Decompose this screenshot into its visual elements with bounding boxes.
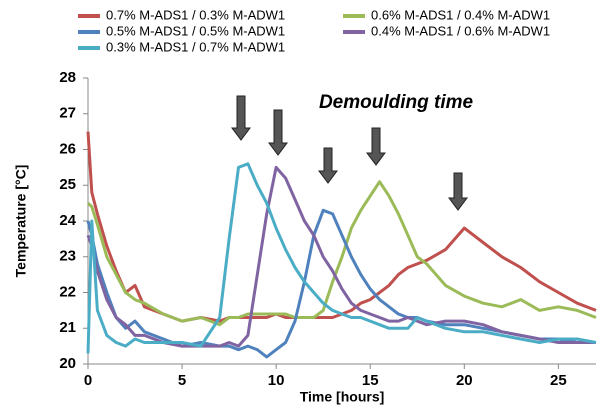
data-line [86,180,597,327]
x-tick-label: 0 [84,372,92,389]
x-tick-label: 25 [550,372,567,389]
x-tick-label: 20 [456,372,473,389]
arrow [231,95,251,141]
arrow [366,127,386,166]
y-tick-label: 22 [59,283,76,300]
y-tick-label: 28 [59,69,76,86]
y-tick-label: 23 [59,248,76,265]
y-axis-label: Temperature [°C] [13,165,29,278]
arrows [231,95,468,211]
y-tick-label: 25 [59,176,76,193]
arrow [268,109,288,156]
y-tick-label: 26 [59,140,76,157]
x-tick-label: 15 [362,372,379,389]
y-tick-label: 24 [59,212,76,229]
legend-label: 0.5% M-ADS1 / 0.5% M-ADW1 [106,23,285,38]
annotation: Demoulding time [319,92,474,113]
x-axis-label: Time [hours] [300,389,385,405]
legend-label: 0.3% M-ADS1 / 0.7% M-ADW1 [106,39,285,54]
data-line [86,131,597,323]
y-tick-label: 20 [59,355,76,372]
x-tick-label: 10 [268,372,285,389]
legend-label: 0.6% M-ADS1 / 0.4% M-ADW1 [371,7,550,22]
legend-label: 0.4% M-ADS1 / 0.6% M-ADW1 [371,23,550,38]
legend-label: 0.7% M-ADS1 / 0.3% M-ADW1 [106,7,285,22]
x-tick-label: 5 [178,372,186,389]
y-tick-label: 27 [59,105,76,122]
arrow [448,172,468,211]
y-tick-label: 21 [59,319,76,336]
data-line [86,162,597,354]
arrow [318,147,338,184]
data-line [86,165,596,348]
